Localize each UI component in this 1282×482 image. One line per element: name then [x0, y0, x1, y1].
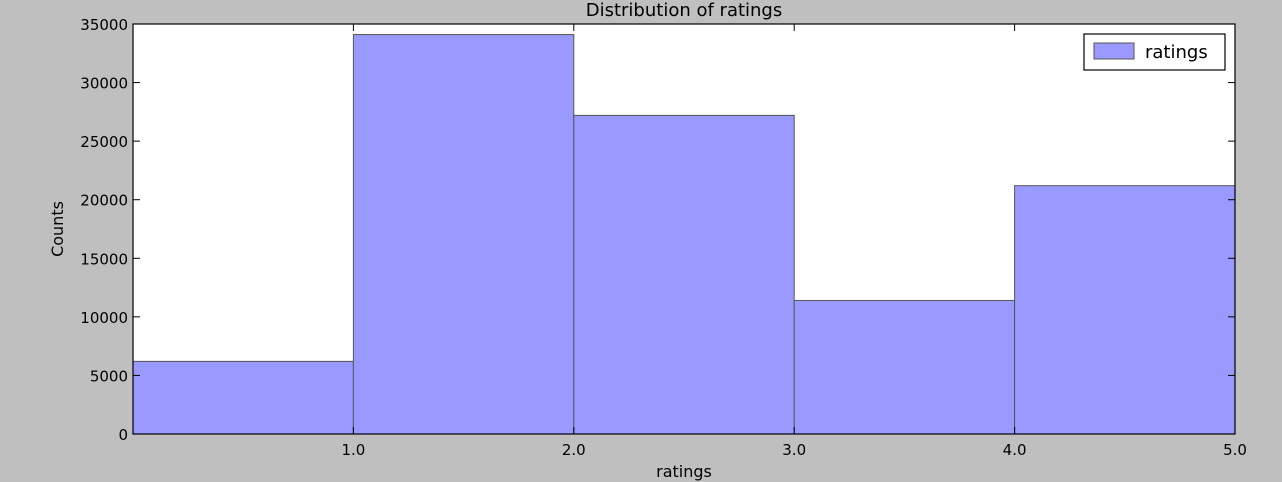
y-tick-label-7: 35000 — [80, 16, 128, 34]
y-tick-label-0: 0 — [118, 426, 128, 444]
y-tick-label-4: 20000 — [80, 192, 128, 210]
y-axis-label: Counts — [48, 201, 67, 257]
y-tick-label-5: 25000 — [80, 133, 128, 151]
bar-4 — [1014, 185, 1236, 435]
y-tick-label-3: 15000 — [80, 250, 128, 268]
x-tick-label-0: 1.0 — [341, 441, 365, 459]
y-axis-ticks: 0 5000 10000 15000 20000 25000 30000 35000 — [80, 16, 1235, 444]
bars-group — [132, 34, 1236, 435]
x-axis-label: ratings — [656, 462, 712, 481]
x-tick-label-3: 4.0 — [1003, 441, 1027, 459]
x-tick-label-4: 5.0 — [1223, 441, 1247, 459]
legend-swatch — [1093, 42, 1135, 60]
bar-3 — [793, 299, 1016, 435]
bar-2 — [573, 114, 795, 435]
y-tick-label-1: 5000 — [90, 367, 128, 385]
x-axis-ticks: 1.0 2.0 3.0 4.0 5.0 — [341, 24, 1247, 459]
legend-entry-ratings: ratings — [1145, 42, 1208, 63]
x-tick-label-2: 3.0 — [782, 441, 806, 459]
y-tick-label-6: 30000 — [80, 75, 128, 93]
plot-frame — [132, 23, 1236, 435]
bar-0 — [132, 360, 354, 435]
legend: ratings — [1083, 33, 1226, 71]
x-tick-label-1: 2.0 — [562, 441, 586, 459]
chart-title: Distribution of ratings — [586, 0, 783, 21]
y-tick-label-2: 10000 — [80, 309, 128, 327]
bar-1 — [352, 34, 575, 435]
